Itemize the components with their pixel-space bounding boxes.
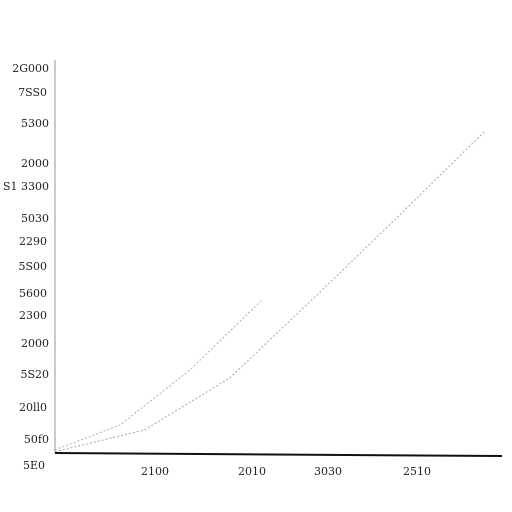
x-tick-label: 2100 (141, 465, 169, 478)
y-tick-label: 5030 (21, 212, 49, 225)
y-tick-label: S1 3300 (3, 180, 49, 193)
data-line (54, 299, 263, 451)
x-tick-label: 2010 (238, 465, 266, 478)
y-tick-label: 5S20 (20, 368, 49, 381)
y-tick-label: 5600 (19, 287, 47, 300)
x-axis (54, 452, 503, 457)
data-line (54, 130, 486, 453)
y-tick-label: 5E0 (23, 459, 45, 472)
y-tick-label: 7SS0 (18, 86, 47, 99)
y-tick-label: 2300 (19, 309, 47, 322)
y-tick-label: 20ll0 (19, 401, 47, 414)
y-tick-label: 2000 (21, 337, 49, 350)
y-tick-label: 2G000 (12, 62, 49, 75)
y-tick-label: 2000 (21, 157, 49, 170)
x-tick-label: 2510 (403, 465, 431, 478)
y-tick-label: 2290 (19, 235, 47, 248)
x-tick-label: 3030 (314, 465, 342, 478)
y-tick-label: 5S00 (18, 260, 47, 273)
y-tick-label: 5300 (21, 117, 49, 130)
y-tick-label: 50f0 (24, 433, 49, 446)
